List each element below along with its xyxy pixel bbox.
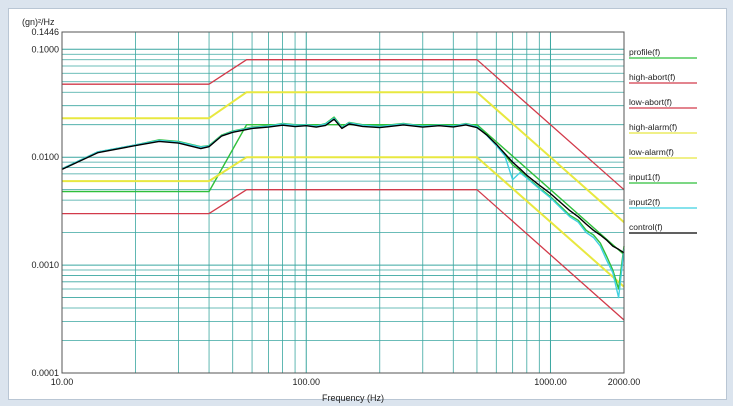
plot-border	[61, 31, 625, 374]
legend-label: high-abort(f)	[629, 72, 675, 82]
plot-area	[62, 32, 624, 373]
y-tick-label: 0.1446	[31, 27, 59, 37]
y-tick-label: 0.0010	[31, 260, 59, 270]
legend-label: high-alarm(f)	[629, 122, 677, 132]
series-line-low-abort-f	[62, 189, 625, 321]
legend-label: control(f)	[629, 222, 663, 232]
legend-label: low-abort(f)	[629, 97, 672, 107]
x-tick-label: 100.00	[292, 377, 320, 387]
legend-label: input1(f)	[629, 172, 660, 182]
legend-label: low-alarm(f)	[629, 147, 674, 157]
y-tick-label: 0.1000	[31, 44, 59, 54]
x-tick-label: 2000.00	[608, 377, 641, 387]
y-axis-label: (gn)²/Hz	[22, 17, 55, 27]
x-axis-label: Frequency (Hz)	[322, 393, 385, 403]
series-line-high-alarm-f	[62, 91, 625, 223]
series-line-control-f	[61, 118, 625, 254]
x-tick-label: 1000.00	[534, 377, 567, 387]
legend-label: input2(f)	[629, 197, 660, 207]
series-line-high-abort-f	[62, 59, 625, 191]
legend-label: profile(f)	[629, 47, 660, 57]
series-line-profile-f	[62, 123, 625, 256]
y-tick-label: 0.0100	[31, 152, 59, 162]
y-tick-label: 0.0001	[31, 368, 59, 378]
x-tick-label: 10.00	[51, 377, 74, 387]
series-line-low-alarm-f	[62, 156, 625, 288]
